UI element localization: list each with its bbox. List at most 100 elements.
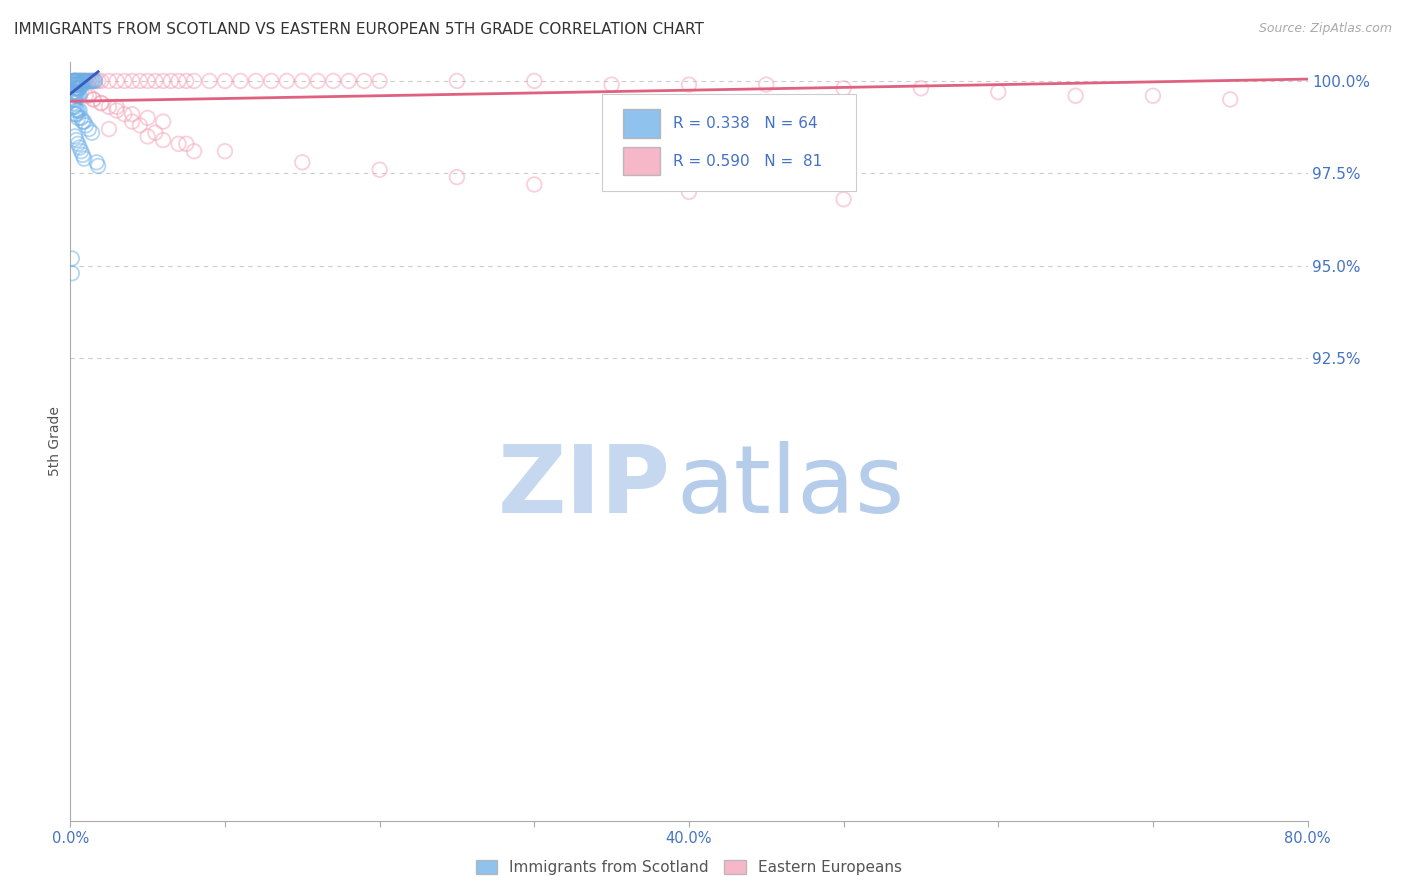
Point — [63, 78, 86, 92]
Point — [291, 74, 314, 88]
Text: R = 0.590   N =  81: R = 0.590 N = 81 — [673, 153, 823, 169]
Point — [67, 103, 90, 118]
Point — [70, 74, 93, 88]
Text: atlas: atlas — [676, 441, 905, 533]
Point — [129, 118, 152, 132]
Point — [87, 74, 110, 88]
Point — [63, 129, 86, 144]
Point — [152, 74, 174, 88]
Point — [63, 85, 86, 99]
Point — [678, 185, 700, 199]
Point — [72, 74, 94, 88]
Point — [337, 74, 360, 88]
Legend: Immigrants from Scotland, Eastern Europeans: Immigrants from Scotland, Eastern Europe… — [470, 854, 908, 881]
Point — [69, 140, 91, 154]
Point — [67, 81, 90, 95]
Point — [136, 129, 159, 144]
Point — [121, 114, 143, 128]
Point — [73, 152, 96, 166]
Point — [70, 85, 93, 99]
Point — [73, 114, 96, 128]
Point — [69, 74, 91, 88]
Point — [86, 155, 108, 169]
Text: IMMIGRANTS FROM SCOTLAND VS EASTERN EUROPEAN 5TH GRADE CORRELATION CHART: IMMIGRANTS FROM SCOTLAND VS EASTERN EURO… — [14, 22, 704, 37]
Point — [63, 88, 86, 103]
Point — [82, 74, 105, 88]
Point — [65, 81, 87, 95]
Point — [105, 74, 128, 88]
Point — [167, 136, 190, 151]
Point — [832, 81, 855, 95]
Point — [183, 74, 205, 88]
Point — [105, 103, 128, 118]
Point — [82, 92, 105, 106]
Point — [229, 74, 252, 88]
Point — [77, 74, 100, 88]
Point — [98, 100, 120, 114]
Point — [145, 74, 166, 88]
Point — [77, 74, 100, 88]
Point — [291, 155, 314, 169]
Point — [63, 78, 86, 92]
Point — [67, 136, 90, 151]
Point — [755, 78, 778, 92]
Point — [63, 107, 86, 121]
Point — [368, 162, 391, 177]
Point — [62, 85, 84, 99]
Point — [245, 74, 267, 88]
Point — [523, 178, 546, 192]
FancyBboxPatch shape — [602, 94, 856, 191]
Point — [1219, 92, 1241, 106]
Point — [75, 88, 97, 103]
Y-axis label: 5th Grade: 5th Grade — [48, 407, 62, 476]
Point — [1064, 88, 1087, 103]
Point — [76, 74, 98, 88]
Point — [73, 74, 96, 88]
Point — [72, 78, 94, 92]
Point — [65, 107, 87, 121]
Point — [87, 159, 110, 173]
Point — [121, 74, 143, 88]
Point — [214, 74, 236, 88]
Point — [69, 78, 91, 92]
Point — [446, 74, 468, 88]
Point — [63, 74, 86, 88]
Point — [73, 74, 96, 88]
Point — [69, 88, 91, 103]
Point — [75, 118, 97, 132]
Point — [90, 96, 112, 111]
Point — [63, 74, 86, 88]
Point — [69, 103, 91, 118]
Point — [60, 252, 83, 266]
Point — [136, 74, 159, 88]
Point — [368, 74, 391, 88]
Point — [77, 122, 100, 136]
Point — [114, 74, 135, 88]
Point — [183, 145, 205, 159]
Point — [65, 74, 87, 88]
Point — [67, 74, 90, 88]
Point — [98, 74, 120, 88]
Point — [260, 74, 283, 88]
Point — [69, 81, 91, 95]
Point — [67, 111, 90, 125]
Point — [152, 114, 174, 128]
Point — [65, 88, 87, 103]
Point — [82, 92, 105, 106]
Point — [174, 136, 197, 151]
Point — [832, 192, 855, 206]
Point — [69, 74, 91, 88]
Point — [322, 74, 344, 88]
Point — [678, 78, 700, 92]
Point — [62, 74, 84, 88]
Point — [72, 114, 94, 128]
FancyBboxPatch shape — [623, 146, 661, 176]
Point — [63, 81, 86, 95]
Point — [307, 74, 329, 88]
Text: ZIP: ZIP — [498, 441, 671, 533]
Point — [129, 74, 152, 88]
Point — [67, 74, 90, 88]
Point — [65, 103, 87, 118]
Point — [70, 145, 93, 159]
Point — [75, 74, 97, 88]
